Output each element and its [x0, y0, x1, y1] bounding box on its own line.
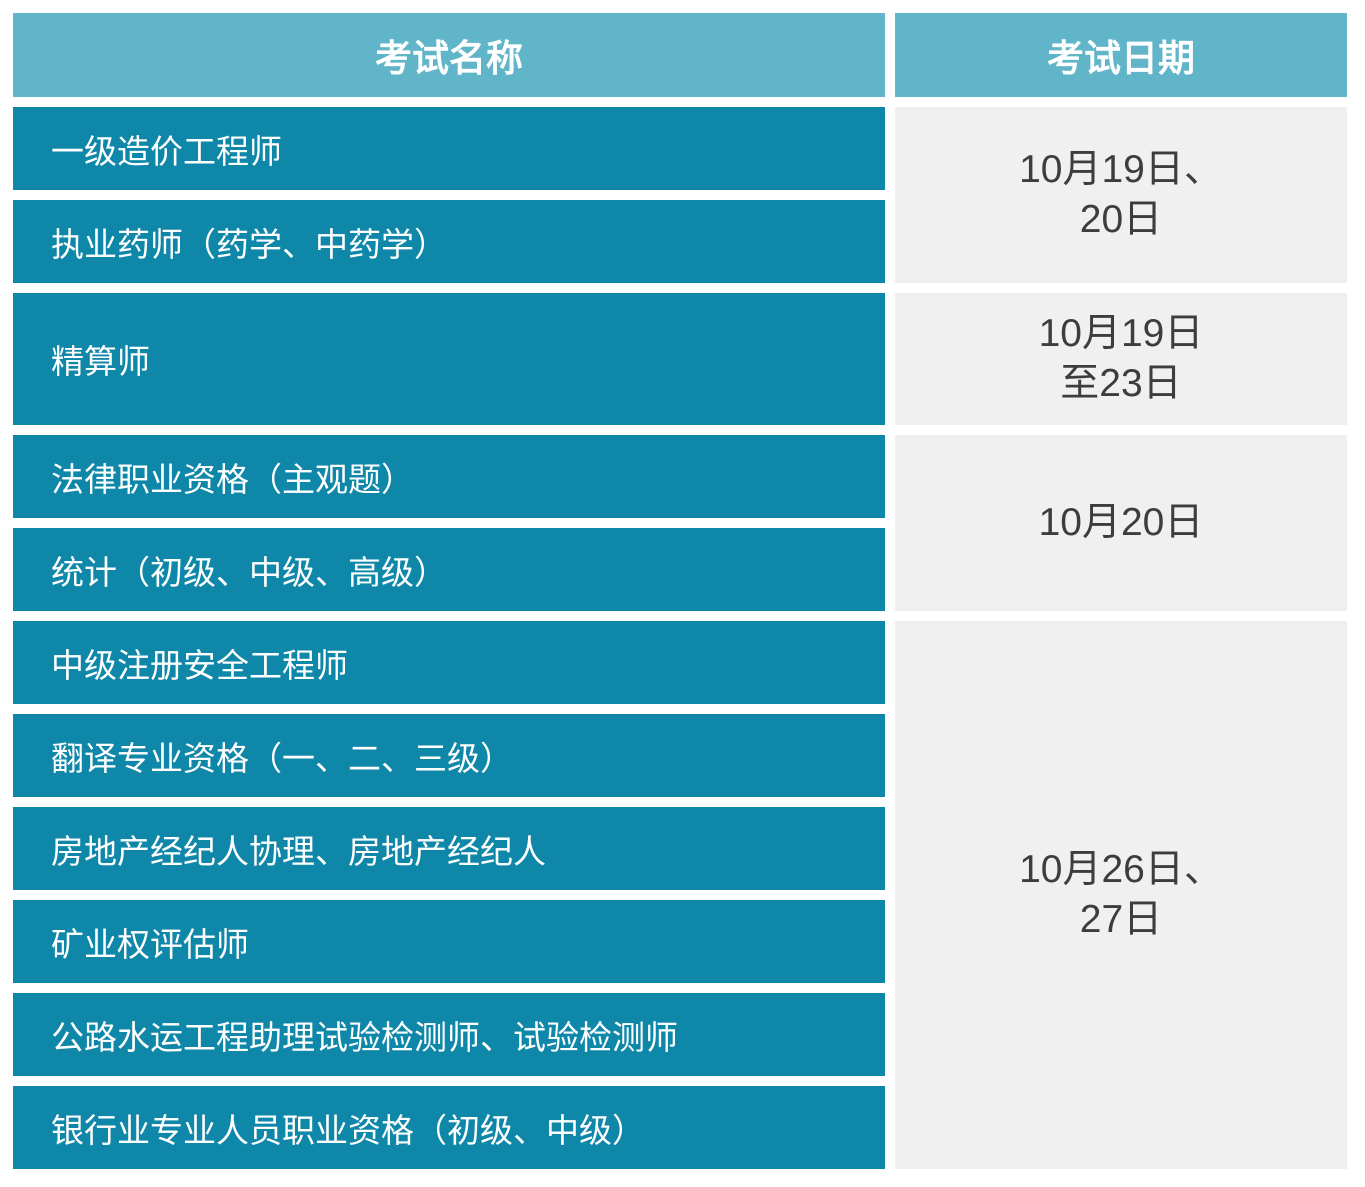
exam-name-cell: 一级造价工程师 — [13, 107, 885, 190]
exam-name-cell: 房地产经纪人协理、房地产经纪人 — [13, 807, 885, 890]
table-row: 翻译专业资格（一、二、三级） — [13, 714, 1347, 797]
table-row: 法律职业资格（主观题） 10月20日 — [13, 435, 1347, 611]
exam-name-cell: 公路水运工程助理试验检测师、试验检测师 — [13, 993, 885, 1076]
exam-date-cell: 10月20日 — [895, 435, 1347, 611]
table-row: 统计（初级、中级、高级） — [13, 528, 1347, 611]
exam-date-cell: 10月19日 至23日 — [895, 293, 1347, 425]
exam-schedule-table: 考试名称 考试日期 一级造价工程师 10月19日、 20日 执业药师（药学、中药… — [3, 3, 1357, 1179]
exam-name-cell: 中级注册安全工程师 — [13, 621, 885, 704]
table-row: 矿业权评估师 — [13, 900, 1347, 983]
table-row: 执业药师（药学、中药学） — [13, 200, 1347, 283]
column-header-exam-date: 考试日期 — [895, 13, 1347, 97]
exam-name-cell: 法律职业资格（主观题） — [13, 435, 885, 518]
table-row: 一级造价工程师 10月19日、 20日 — [13, 107, 1347, 283]
exam-name-cell: 执业药师（药学、中药学） — [13, 200, 885, 283]
exam-name-cell: 矿业权评估师 — [13, 900, 885, 983]
exam-name-cell: 翻译专业资格（一、二、三级） — [13, 714, 885, 797]
table-row: 房地产经纪人协理、房地产经纪人 — [13, 807, 1347, 890]
exam-name-cell: 统计（初级、中级、高级） — [13, 528, 885, 611]
exam-date-cell: 10月19日、 20日 — [895, 107, 1347, 283]
table-row: 中级注册安全工程师 10月26日、 27日 — [13, 621, 1347, 1169]
exam-date-cell: 10月26日、 27日 — [895, 621, 1347, 1169]
table-row: 银行业专业人员职业资格（初级、中级） — [13, 1086, 1347, 1169]
exam-name-cell: 银行业专业人员职业资格（初级、中级） — [13, 1086, 885, 1169]
table-header-row: 考试名称 考试日期 — [13, 13, 1347, 97]
column-header-exam-name: 考试名称 — [13, 13, 885, 97]
exam-name-cell: 精算师 — [13, 293, 885, 425]
table-row: 公路水运工程助理试验检测师、试验检测师 — [13, 993, 1347, 1076]
table-row: 精算师 10月19日 至23日 — [13, 293, 1347, 425]
